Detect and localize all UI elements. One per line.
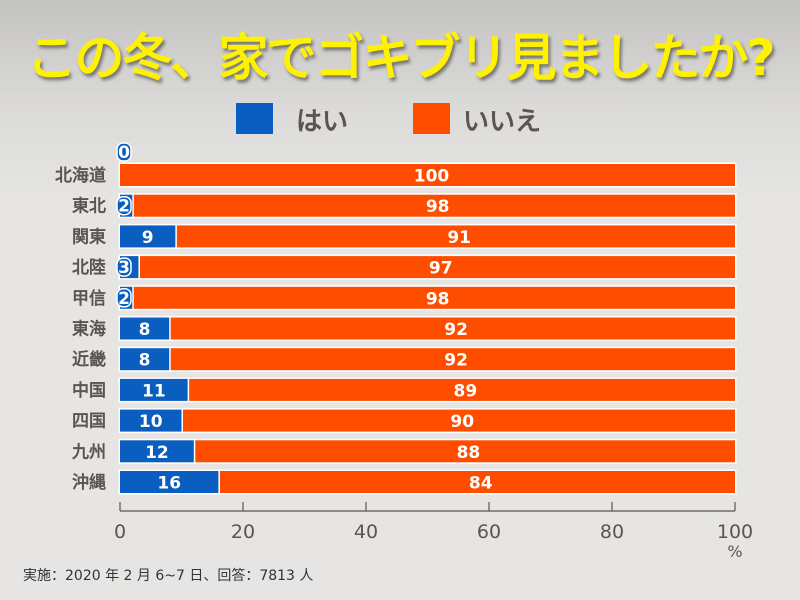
bar-no — [133, 286, 736, 309]
chart-title: この冬、家でゴキブリ見ましたか? — [26, 29, 775, 87]
category-label: 北海道 — [55, 165, 106, 186]
category-label: 九州 — [71, 442, 106, 462]
x-axis-unit: % — [727, 542, 742, 561]
value-label-no: 90 — [450, 412, 474, 432]
value-label-yes: 8 — [139, 320, 151, 340]
value-label-yes: 2 — [118, 289, 130, 309]
bar-no — [120, 164, 735, 186]
category-label: 沖縄 — [72, 472, 106, 493]
value-badge-yes — [116, 257, 132, 277]
category-label: 四国 — [72, 412, 106, 432]
category-label: 近畿 — [72, 349, 106, 370]
value-label-yes: 12 — [145, 443, 169, 463]
value-badge-yes — [116, 195, 132, 216]
x-tick-label: 40 — [354, 521, 378, 543]
x-tick-label: 100 — [717, 521, 753, 543]
bar-yes — [120, 440, 194, 463]
x-tick-label: 80 — [600, 521, 624, 543]
bar-yes — [120, 317, 170, 340]
bar-no — [139, 256, 735, 279]
category-label: 中国 — [72, 380, 106, 401]
legend-label-yes: はい — [296, 107, 349, 137]
value-badge-yes — [116, 142, 132, 162]
value-label-yes: 11 — [142, 381, 166, 401]
value-label-no: 92 — [444, 320, 468, 340]
bar-no — [170, 317, 735, 340]
legend-label-no: いいえ — [463, 107, 542, 137]
bar-yes — [120, 471, 219, 493]
x-tick-label: 60 — [477, 521, 501, 543]
x-tick-label: 0 — [114, 521, 126, 543]
value-label-no: 89 — [453, 381, 477, 401]
bar-no — [219, 471, 735, 493]
value-label-yes: 10 — [139, 412, 163, 432]
bar-no — [133, 194, 736, 217]
x-tick-label: 20 — [231, 521, 255, 543]
value-label-no: 100 — [414, 167, 450, 187]
bar-no — [195, 440, 736, 463]
value-label-yes: 16 — [157, 474, 181, 494]
value-label-no: 98 — [426, 289, 450, 309]
value-label-yes: 2 — [118, 197, 130, 217]
footnote: 実施：2020 年 2 月 6~7 日、回答：7813 人 — [23, 568, 314, 584]
category-label: 甲信 — [72, 288, 106, 309]
bar-no — [189, 378, 735, 401]
bar-yes — [120, 225, 176, 248]
legend: はい いいえ — [0, 100, 800, 137]
value-label-no: 88 — [457, 443, 481, 463]
category-label: 関東 — [72, 226, 106, 247]
value-label-no: 84 — [469, 474, 493, 494]
bar-yes — [120, 378, 188, 401]
value-label-no: 91 — [447, 228, 471, 248]
bar-no — [170, 348, 735, 371]
value-label-no: 98 — [426, 197, 450, 217]
value-label-yes: 0 — [118, 143, 130, 163]
value-badge-yes — [116, 288, 132, 308]
value-label-yes: 8 — [139, 351, 151, 371]
bar-yes — [120, 348, 170, 371]
value-label-no: 92 — [444, 351, 468, 371]
category-label: 東海 — [72, 319, 106, 340]
bar-no — [176, 225, 736, 248]
bar-yes — [120, 409, 182, 432]
value-label-yes: 3 — [118, 258, 130, 278]
legend-swatch-no — [413, 103, 450, 134]
category-label: 東北 — [72, 196, 106, 217]
value-label-yes: 9 — [142, 228, 154, 248]
value-label-no: 97 — [429, 259, 453, 279]
category-label: 北陸 — [72, 257, 106, 278]
legend-swatch-yes — [236, 103, 273, 134]
bar-no — [183, 409, 735, 432]
